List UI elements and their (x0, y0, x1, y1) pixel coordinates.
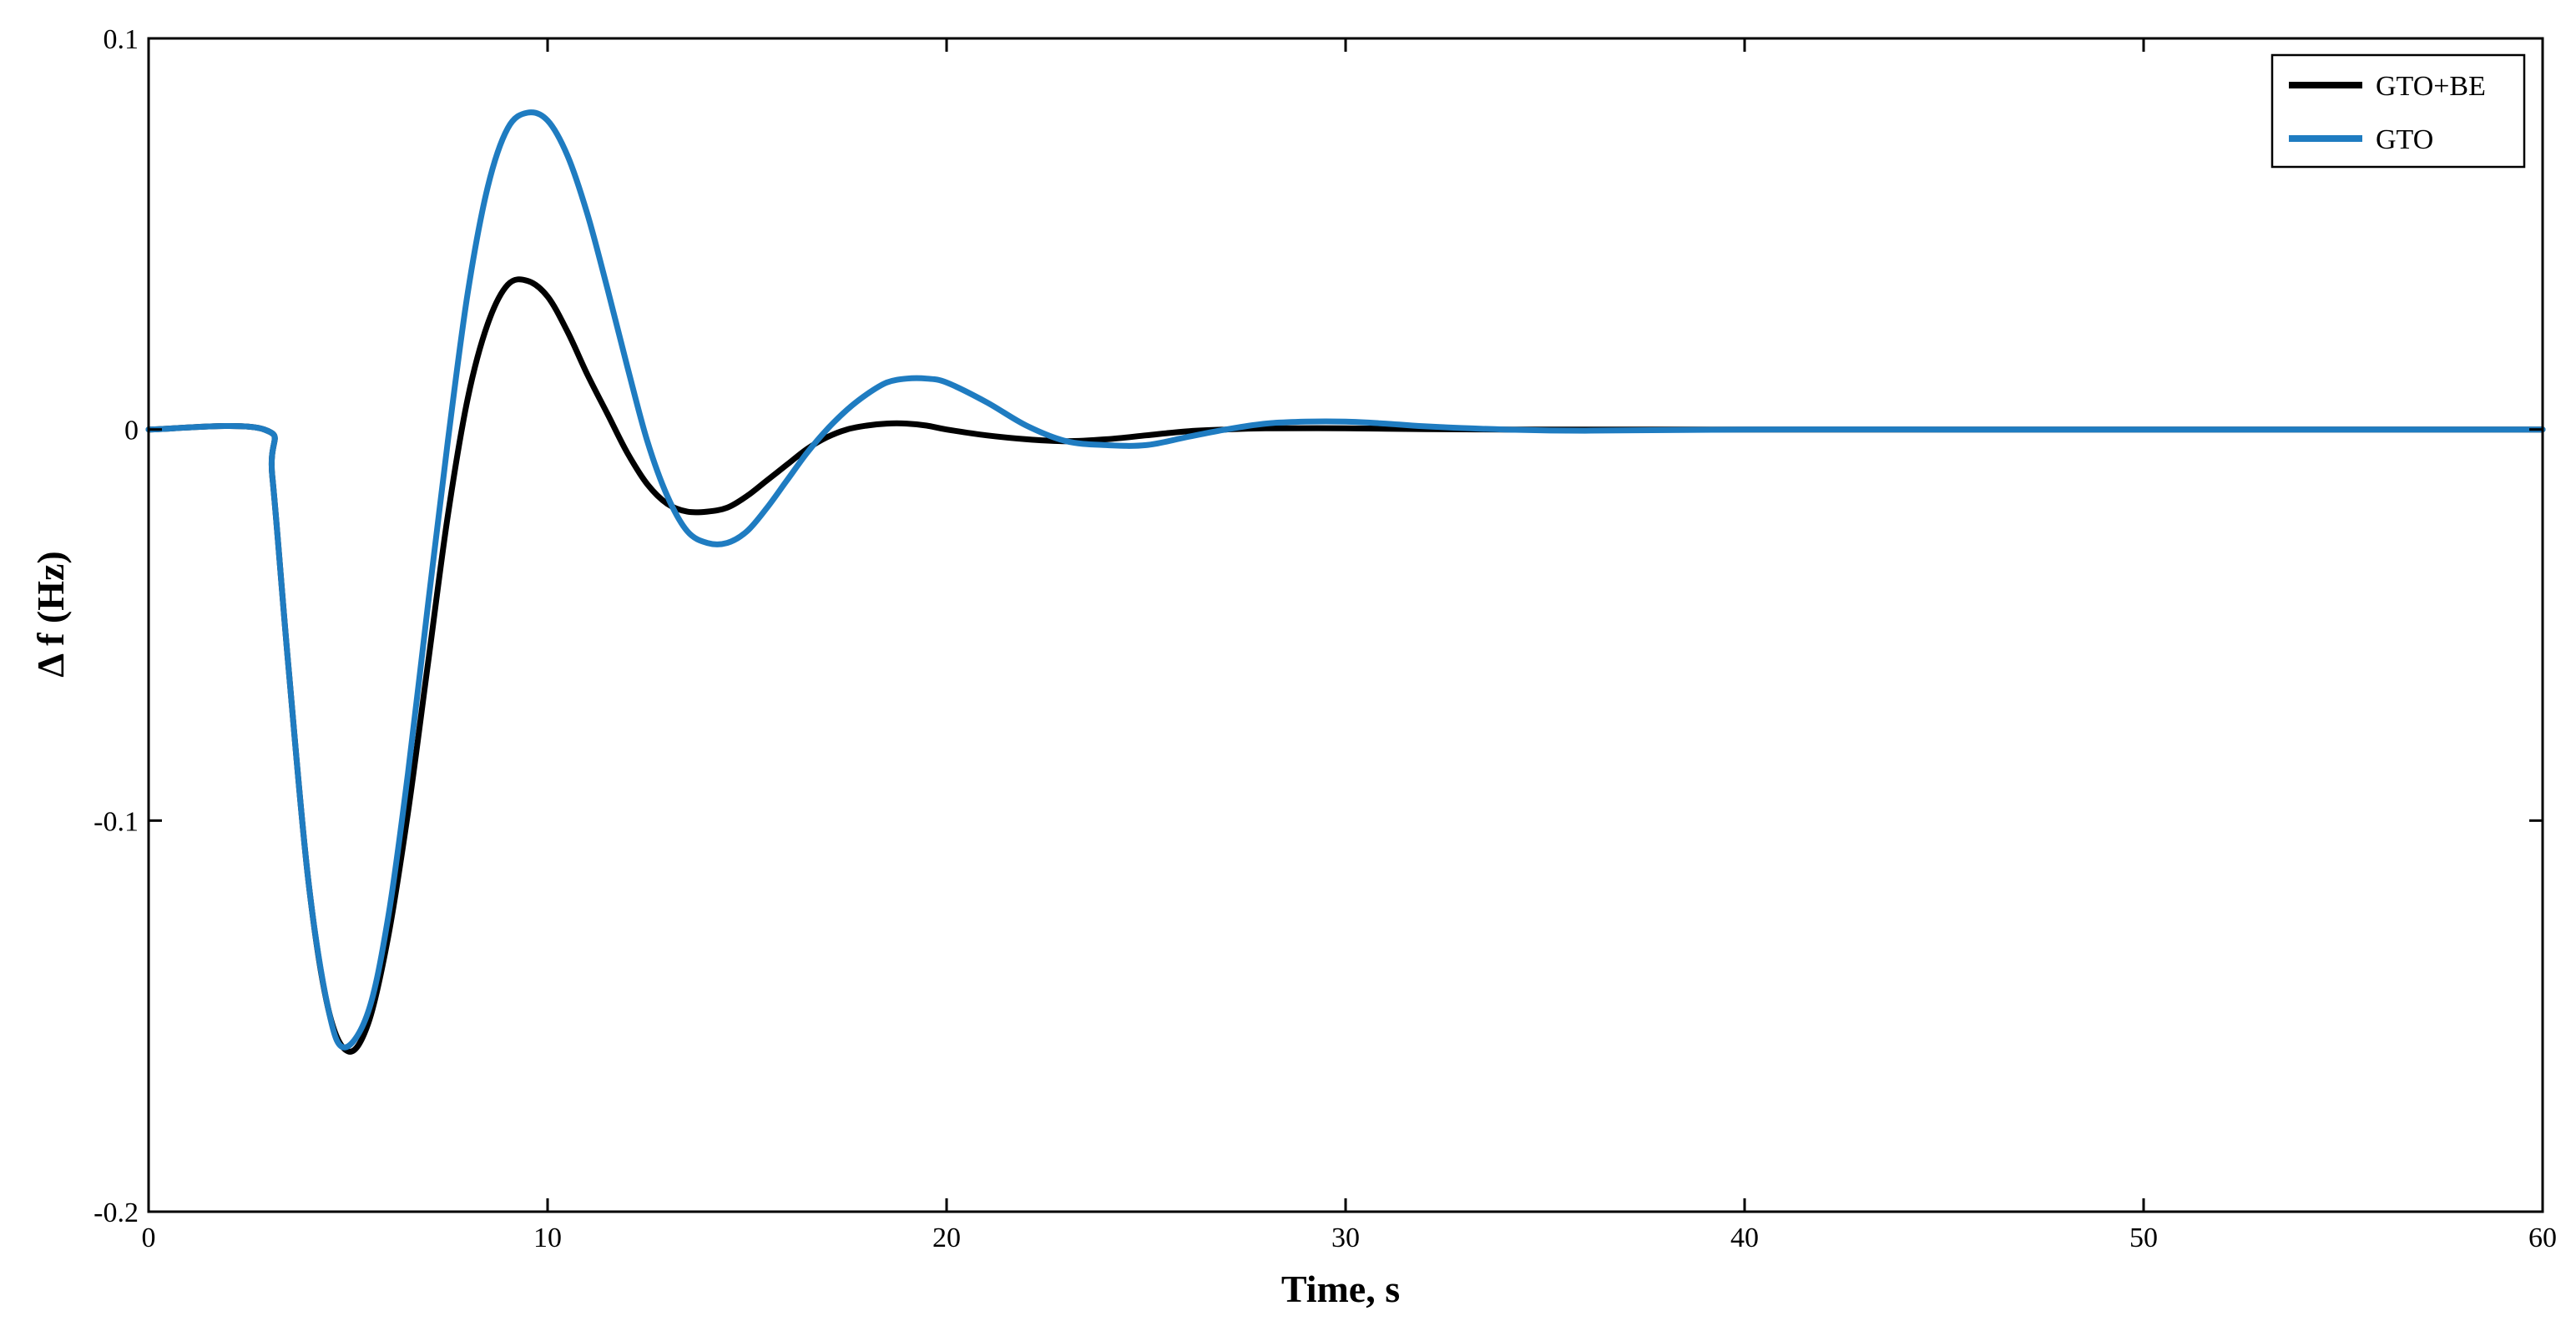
x-tick-label: 50 (2129, 1223, 2158, 1253)
y-tick-label: 0.1 (104, 24, 139, 55)
legend-box (2270, 53, 2526, 169)
y-tick-label: 0 (124, 416, 139, 446)
plot-series-group (145, 109, 2546, 1055)
x-tick-label: 10 (533, 1223, 562, 1253)
x-tick-label: 20 (932, 1223, 961, 1253)
series-line-gto (145, 109, 2546, 1051)
x-tick-label: 40 (1730, 1223, 1759, 1253)
series-line-gto-be (145, 276, 2546, 1055)
x-tick-label: 60 (2528, 1223, 2557, 1253)
x-tick-label: 0 (142, 1223, 156, 1253)
legend-label-gto: GTO (2376, 124, 2433, 155)
tick-labels-group: 0 10 20 30 40 50 60 -0.2 -0.1 0 0.1 (93, 24, 2557, 1253)
y-tick-label: -0.2 (93, 1197, 139, 1228)
plot-frame (147, 37, 2544, 1213)
legend-label-gto-be: GTO+BE (2376, 71, 2486, 102)
x-tick-label: 30 (1331, 1223, 1360, 1253)
y-axis-label: Δ f (Hz) (29, 551, 72, 677)
y-tick-label: -0.1 (93, 806, 139, 837)
legend: GTO+BE GTO (2270, 53, 2526, 169)
x-axis-label: Time, s (1281, 1268, 1400, 1310)
axis-ticks-group (147, 37, 2544, 1213)
